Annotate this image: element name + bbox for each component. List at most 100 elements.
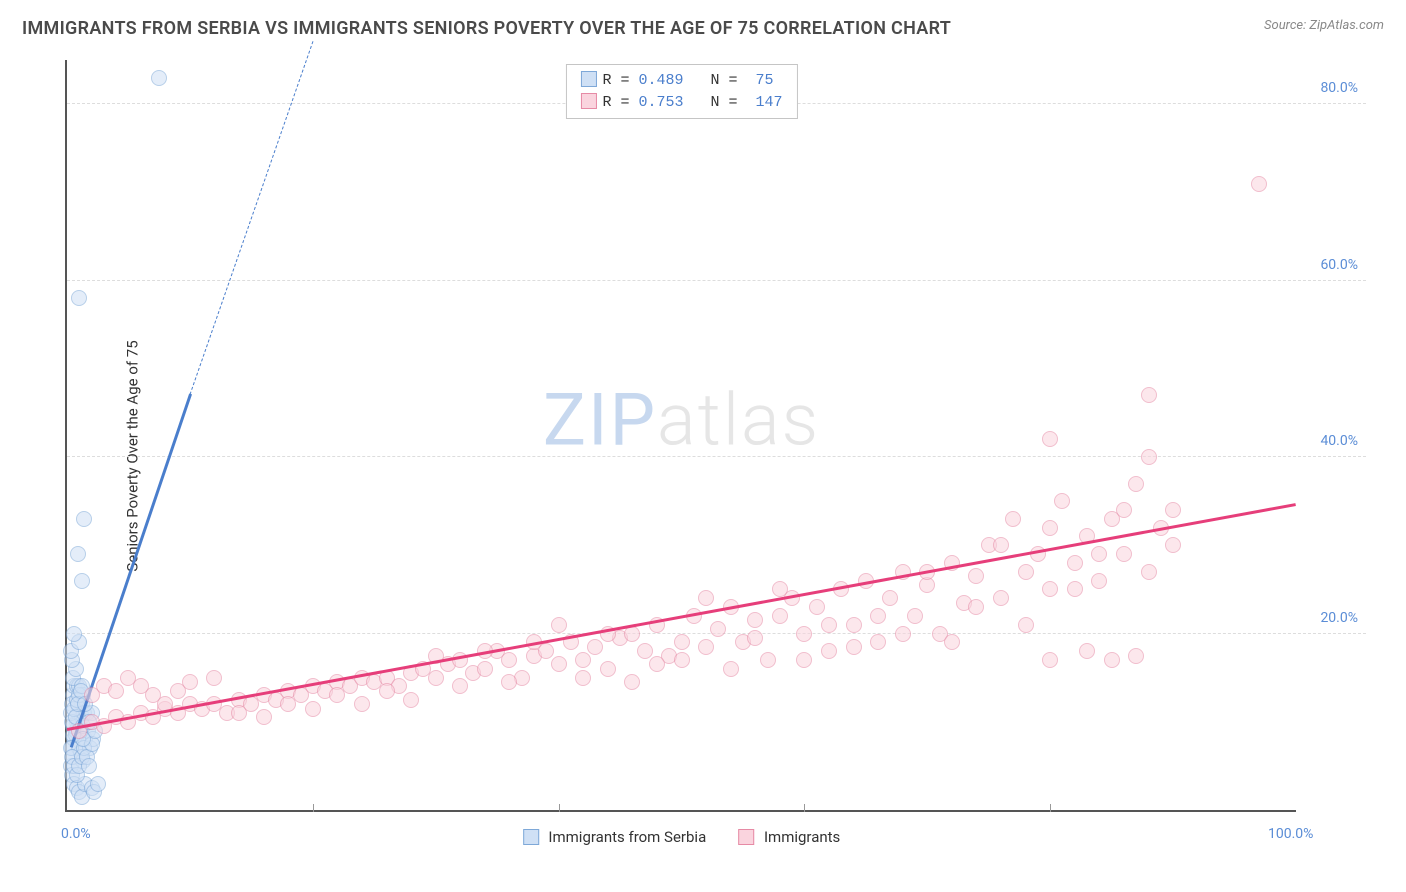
series-legend: Immigrants from Serbia Immigrants: [507, 828, 857, 846]
y-tick-label: 80.0%: [1320, 80, 1358, 96]
data-point: [108, 683, 124, 699]
data-point: [1042, 520, 1058, 536]
data-point: [1104, 652, 1120, 668]
data-point: [1005, 511, 1021, 527]
data-point: [151, 70, 167, 86]
data-point: [772, 581, 788, 597]
data-point: [90, 776, 106, 792]
data-point: [796, 626, 812, 642]
gridline-v: [804, 804, 805, 812]
data-point: [1165, 502, 1181, 518]
data-point: [1091, 546, 1107, 562]
data-point: [575, 670, 591, 686]
data-point: [66, 626, 82, 642]
data-point: [70, 546, 86, 562]
gridline-v: [559, 804, 560, 812]
legend-item: Immigrants: [738, 828, 840, 846]
chart-container: Seniors Poverty Over the Age of 75 ZIPat…: [45, 60, 1366, 852]
data-point: [1116, 546, 1132, 562]
data-point: [882, 590, 898, 606]
legend-swatch: [580, 93, 596, 109]
gridline-h: [67, 280, 1366, 281]
y-tick-label: 40.0%: [1320, 433, 1358, 449]
data-point: [821, 617, 837, 633]
data-point: [1251, 176, 1267, 192]
data-point: [993, 537, 1009, 553]
source-label: Source: ZipAtlas.com: [1264, 18, 1384, 33]
data-point: [452, 678, 468, 694]
data-point: [81, 758, 97, 774]
legend-row: R = 0.489 N = 75: [580, 70, 782, 92]
data-point: [944, 634, 960, 650]
data-point: [1165, 537, 1181, 553]
gridline-v: [1050, 804, 1051, 812]
data-point: [1128, 648, 1144, 664]
data-point: [256, 709, 272, 725]
data-point: [1079, 643, 1095, 659]
data-point: [379, 683, 395, 699]
data-point: [231, 705, 247, 721]
legend-item: Immigrants from Serbia: [523, 828, 707, 846]
data-point: [477, 661, 493, 677]
data-point: [1042, 652, 1058, 668]
trend-line: [67, 503, 1296, 730]
data-point: [501, 652, 517, 668]
watermark: ZIPatlas: [543, 378, 820, 463]
data-point: [846, 617, 862, 633]
data-point: [1054, 493, 1070, 509]
data-point: [501, 674, 517, 690]
data-point: [1042, 581, 1058, 597]
legend-row: R = 0.753 N = 147: [580, 92, 782, 114]
data-point: [403, 692, 419, 708]
data-point: [71, 290, 87, 306]
data-point: [575, 652, 591, 668]
data-point: [809, 599, 825, 615]
data-point: [624, 674, 640, 690]
data-point: [1141, 449, 1157, 465]
data-point: [1141, 564, 1157, 580]
data-point: [1067, 555, 1083, 571]
legend-swatch: [580, 71, 596, 87]
data-point: [821, 643, 837, 659]
chart-title: IMMIGRANTS FROM SERBIA VS IMMIGRANTS SEN…: [22, 18, 951, 39]
data-point: [1067, 581, 1083, 597]
data-point: [747, 612, 763, 628]
data-point: [182, 674, 198, 690]
data-point: [723, 661, 739, 677]
data-point: [1128, 476, 1144, 492]
data-point: [600, 661, 616, 677]
x-tick-label: 0.0%: [61, 826, 91, 842]
data-point: [674, 652, 690, 668]
data-point: [907, 608, 923, 624]
data-point: [710, 621, 726, 637]
data-point: [551, 617, 567, 633]
data-point: [649, 656, 665, 672]
data-point: [895, 626, 911, 642]
x-tick-label: 100.0%: [1268, 826, 1313, 842]
gridline-v: [313, 804, 314, 812]
data-point: [206, 670, 222, 686]
data-point: [1091, 573, 1107, 589]
data-point: [698, 639, 714, 655]
data-point: [968, 568, 984, 584]
correlation-legend: R = 0.489 N = 75R = 0.753 N = 147: [565, 64, 797, 119]
data-point: [329, 687, 345, 703]
data-point: [280, 696, 296, 712]
data-point: [587, 639, 603, 655]
legend-swatch: [738, 829, 754, 845]
plot-area: ZIPatlas R = 0.489 N = 75R = 0.753 N = 1…: [65, 60, 1296, 812]
data-point: [968, 599, 984, 615]
data-point: [551, 656, 567, 672]
data-point: [796, 652, 812, 668]
data-point: [354, 696, 370, 712]
data-point: [428, 670, 444, 686]
data-point: [760, 652, 776, 668]
data-point: [747, 630, 763, 646]
data-point: [637, 643, 653, 659]
y-tick-label: 20.0%: [1320, 610, 1358, 626]
data-point: [674, 634, 690, 650]
data-point: [698, 590, 714, 606]
data-point: [846, 639, 862, 655]
data-point: [74, 573, 90, 589]
data-point: [772, 608, 788, 624]
